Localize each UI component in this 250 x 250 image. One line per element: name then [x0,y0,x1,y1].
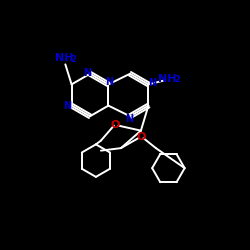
Text: 2: 2 [70,55,76,64]
Text: N: N [105,77,113,87]
Text: N: N [63,100,71,110]
Text: NH: NH [55,53,73,63]
Text: NH: NH [158,74,177,84]
Text: N: N [83,68,91,78]
Text: N: N [148,78,156,88]
Text: 2: 2 [174,75,180,84]
Text: N: N [126,114,134,124]
Text: O: O [137,132,146,142]
Text: O: O [111,120,120,130]
